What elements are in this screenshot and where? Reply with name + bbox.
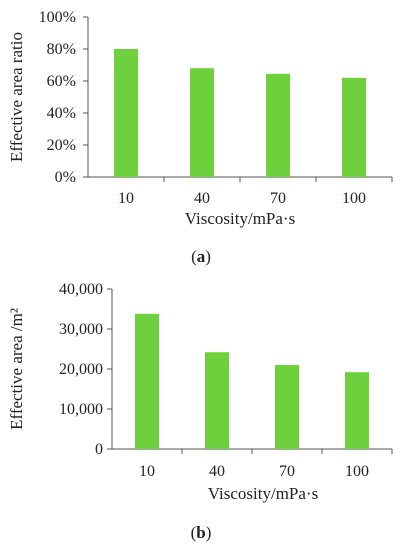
x-tick-label: 70 xyxy=(270,190,286,207)
panel-letter-a: a xyxy=(197,247,206,266)
y-tick-label: 20,000 xyxy=(59,361,103,378)
y-tick-label: 10,000 xyxy=(59,401,103,418)
y-tick-label: 30,000 xyxy=(59,321,103,338)
bar-10 xyxy=(135,313,159,449)
x-tick-label: 70 xyxy=(279,463,295,480)
bar-40 xyxy=(190,68,214,177)
y-axis-title-a: Effective area ratio xyxy=(7,32,26,162)
bar-70 xyxy=(275,365,299,449)
panel-letter-b: b xyxy=(196,523,205,542)
bar-70 xyxy=(266,73,290,177)
y-tick-label: 0 xyxy=(95,441,103,458)
y-tick-label: 40,000 xyxy=(59,281,103,298)
y-tick-label: 80% xyxy=(47,41,76,58)
bar-40 xyxy=(205,352,229,449)
x-tick-label: 40 xyxy=(209,463,225,480)
y-tick-label: 0% xyxy=(55,169,76,186)
y-tick-label: 60% xyxy=(47,73,76,90)
panel-label-b: (b) xyxy=(191,523,212,542)
bar-100 xyxy=(342,77,366,177)
y-tick-label: 40% xyxy=(47,105,76,122)
y-tick-label: 100% xyxy=(39,9,76,26)
bar-10 xyxy=(114,49,138,177)
x-tick-label: 10 xyxy=(139,463,155,480)
y-axis-title-b: Effective area /m² xyxy=(7,308,26,430)
y-tick-label: 20% xyxy=(47,137,76,154)
bar-100 xyxy=(345,372,369,449)
x-axis-title-a: Viscosity/mPa·s xyxy=(185,209,295,228)
x-tick-label: 10 xyxy=(118,190,134,207)
x-tick-label: 100 xyxy=(342,190,366,207)
x-tick-label: 100 xyxy=(345,463,369,480)
x-tick-label: 40 xyxy=(194,190,210,207)
chart-panel-b: 0 10,000 20,000 30,000 40,000 10 40 70 100 Visc… xyxy=(7,281,393,542)
x-axis-title-b: Viscosity/mPa·s xyxy=(208,484,318,503)
chart-panel-a: 0% 20% 40% 60% 80% 100% 10 40 70 100 Viscosity/m… xyxy=(7,9,393,266)
panel-label-a: (a) xyxy=(191,247,211,266)
